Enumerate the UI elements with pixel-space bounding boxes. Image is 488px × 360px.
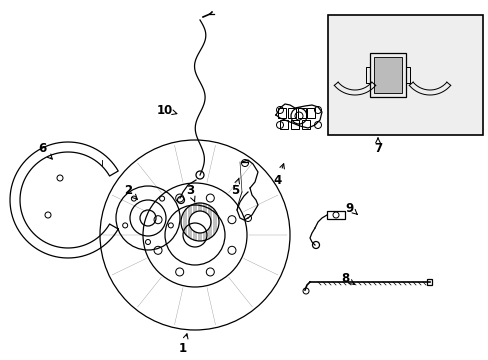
Bar	[302, 120, 309, 129]
Text: 6: 6	[38, 141, 52, 159]
Text: 7: 7	[373, 138, 381, 154]
Bar	[373, 57, 401, 93]
Bar	[297, 108, 305, 118]
Bar	[369, 53, 405, 97]
Bar	[290, 120, 298, 129]
Bar	[327, 15, 482, 135]
Text: 9: 9	[345, 202, 357, 215]
Text: 5: 5	[230, 178, 239, 197]
Text: 1: 1	[179, 334, 187, 355]
Bar	[287, 108, 295, 118]
Text: 3: 3	[185, 184, 195, 202]
Bar	[326, 211, 345, 219]
Text: 8: 8	[340, 271, 354, 284]
Bar	[306, 108, 314, 118]
Bar	[426, 279, 431, 285]
Bar	[278, 108, 285, 118]
Text: 4: 4	[273, 164, 284, 186]
Text: 2: 2	[123, 184, 137, 199]
Text: 10: 10	[157, 104, 177, 117]
Bar	[280, 120, 287, 129]
